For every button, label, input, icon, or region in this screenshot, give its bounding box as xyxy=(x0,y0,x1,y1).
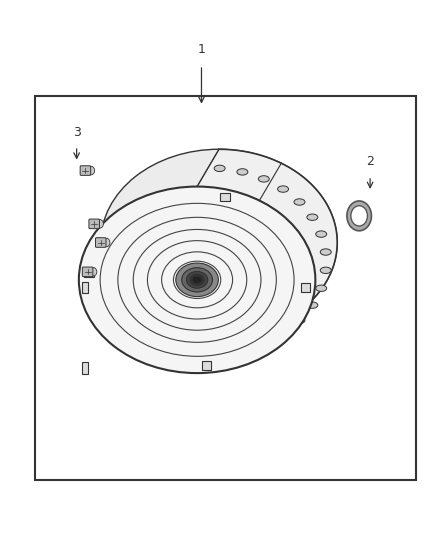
Ellipse shape xyxy=(278,330,289,336)
Ellipse shape xyxy=(237,347,248,353)
Text: 2: 2 xyxy=(366,155,374,168)
Ellipse shape xyxy=(79,187,315,373)
Ellipse shape xyxy=(187,271,208,288)
Ellipse shape xyxy=(307,302,318,308)
Ellipse shape xyxy=(182,268,212,292)
FancyBboxPatch shape xyxy=(81,281,88,293)
Circle shape xyxy=(88,166,95,175)
FancyBboxPatch shape xyxy=(82,267,93,277)
FancyBboxPatch shape xyxy=(81,362,88,374)
Ellipse shape xyxy=(294,317,305,324)
FancyBboxPatch shape xyxy=(300,283,310,292)
Ellipse shape xyxy=(316,231,327,237)
Circle shape xyxy=(96,220,103,228)
Circle shape xyxy=(351,206,367,226)
FancyBboxPatch shape xyxy=(80,166,91,175)
FancyBboxPatch shape xyxy=(95,238,106,247)
Ellipse shape xyxy=(190,274,204,286)
FancyBboxPatch shape xyxy=(202,361,212,370)
Bar xyxy=(35,96,416,480)
Ellipse shape xyxy=(214,351,225,357)
Ellipse shape xyxy=(214,165,225,172)
Ellipse shape xyxy=(258,340,269,346)
Circle shape xyxy=(347,201,371,231)
Ellipse shape xyxy=(316,285,327,292)
Ellipse shape xyxy=(192,276,202,284)
Ellipse shape xyxy=(258,176,269,182)
FancyBboxPatch shape xyxy=(84,268,94,277)
Circle shape xyxy=(90,268,97,276)
Circle shape xyxy=(103,238,110,247)
FancyBboxPatch shape xyxy=(220,192,230,201)
FancyBboxPatch shape xyxy=(89,219,99,229)
Text: 1: 1 xyxy=(198,43,205,56)
Ellipse shape xyxy=(101,149,337,336)
Ellipse shape xyxy=(320,249,331,255)
Ellipse shape xyxy=(320,267,331,273)
Ellipse shape xyxy=(307,214,318,221)
Ellipse shape xyxy=(237,169,248,175)
Ellipse shape xyxy=(176,263,219,296)
Ellipse shape xyxy=(294,199,305,205)
Text: 3: 3 xyxy=(73,126,81,139)
Polygon shape xyxy=(197,149,337,373)
Ellipse shape xyxy=(278,186,289,192)
